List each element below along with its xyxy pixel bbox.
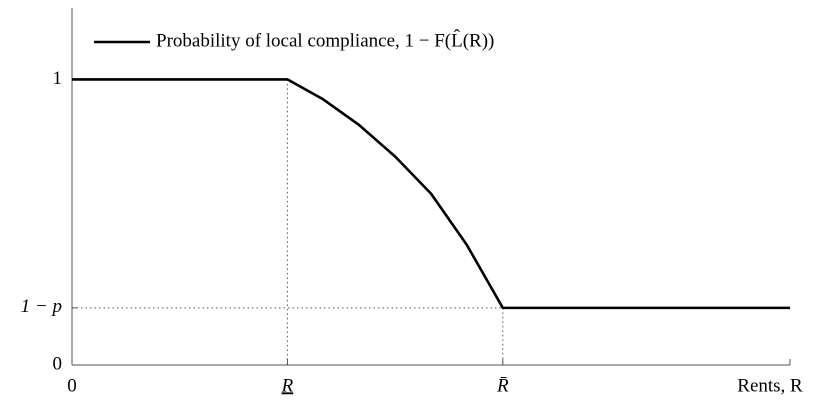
y-tick-label: 0 — [53, 353, 63, 374]
line — [72, 78, 790, 310]
x-tick-label: Rents, R — [737, 375, 803, 396]
y-tick-label: 1 — [53, 68, 63, 89]
x-tick-label: R — [281, 375, 294, 396]
x-tick-label: 0 — [67, 375, 77, 396]
legend-label: Probability of local compliance, 1 − F(L… — [156, 30, 494, 52]
y-tick-label: 1 − p — [21, 296, 62, 317]
x-tick-label: R̄ — [496, 375, 509, 396]
